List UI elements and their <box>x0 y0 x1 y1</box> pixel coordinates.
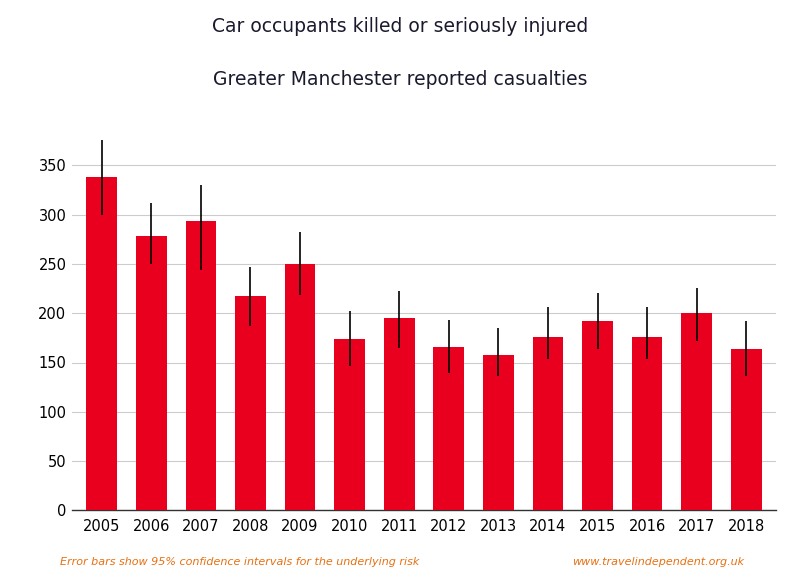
Bar <box>285 264 315 510</box>
Bar <box>434 347 464 510</box>
Bar <box>731 349 762 510</box>
Bar <box>384 318 414 510</box>
Text: Car occupants killed or seriously injured: Car occupants killed or seriously injure… <box>212 17 588 37</box>
Bar <box>86 177 117 510</box>
Bar <box>235 296 266 510</box>
Bar <box>334 339 365 510</box>
Bar <box>682 313 712 510</box>
Text: www.travelindependent.org.uk: www.travelindependent.org.uk <box>572 557 744 567</box>
Text: Error bars show 95% confidence intervals for the underlying risk: Error bars show 95% confidence intervals… <box>60 557 419 567</box>
Bar <box>483 354 514 510</box>
Bar <box>582 321 613 510</box>
Text: Greater Manchester reported casualties: Greater Manchester reported casualties <box>213 70 587 89</box>
Bar <box>632 337 662 510</box>
Bar <box>533 337 563 510</box>
Bar <box>186 220 216 510</box>
Bar <box>136 236 166 510</box>
